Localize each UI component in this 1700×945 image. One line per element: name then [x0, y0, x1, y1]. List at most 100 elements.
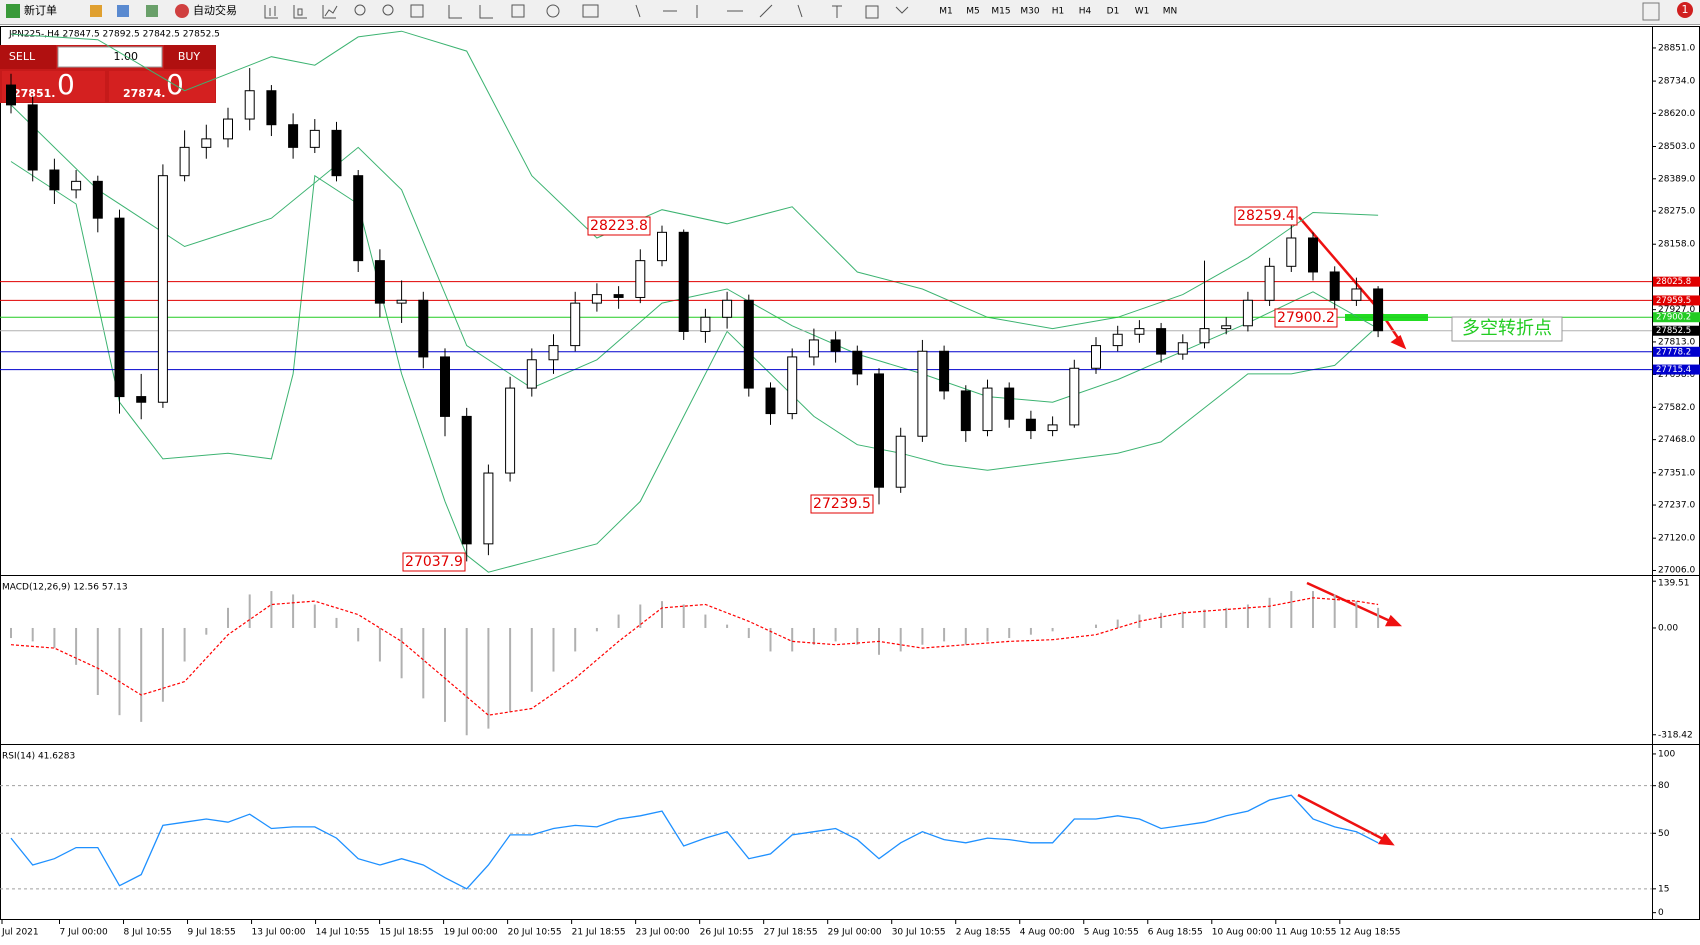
candle-body: [71, 180, 82, 191]
annotation-box: [810, 494, 874, 514]
x-tick-label: 8 Jul 10:55: [124, 928, 172, 938]
candle-body: [179, 146, 190, 177]
arrow-head: [1384, 614, 1403, 627]
x-tick-label: 26 Jul 10:55: [700, 928, 754, 938]
y-tick-label: 100: [1658, 749, 1675, 759]
candle-body: [1069, 367, 1080, 426]
candle-body: [1242, 299, 1253, 327]
candle-body: [982, 387, 993, 432]
arrow: [1297, 793, 1384, 841]
candle-body: [1329, 271, 1340, 301]
candle-body: [201, 138, 212, 148]
candle-body: [331, 129, 342, 177]
x-tick-label: 12 Aug 18:55: [1340, 928, 1401, 938]
tool-icon[interactable]: [90, 5, 102, 17]
ask-price[interactable]: 27874.: [123, 87, 165, 100]
x-tick-label: 6 Aug 18:55: [1148, 928, 1203, 938]
candle-body: [1264, 265, 1275, 301]
search-icon[interactable]: [1642, 2, 1660, 21]
candle-body: [461, 415, 472, 545]
candle-body: [635, 260, 646, 298]
chart-header: JPN225-,H4 27847.5 27892.5 27842.5 27852…: [8, 30, 220, 40]
x-tick-label: 13 Jul 00:00: [252, 928, 306, 938]
buy-label[interactable]: BUY: [178, 50, 201, 63]
bollinger-band: [10, 161, 1379, 573]
bollinger-band: [10, 104, 1379, 403]
x-tick-label: 15 Jul 18:55: [380, 928, 434, 938]
timeframe[interactable]: MN: [1163, 7, 1178, 17]
candle-body: [353, 175, 364, 262]
annotation-box: [1451, 316, 1563, 342]
y-tick-label: 28158.0: [1658, 240, 1695, 250]
x-tick-label: 30 Jul 10:55: [892, 928, 946, 938]
y-tick-label: 27120.0: [1658, 534, 1695, 544]
new-order-icon[interactable]: [6, 4, 20, 18]
annotation-box: [402, 552, 466, 572]
price-annotation: 27037.9: [405, 554, 463, 570]
y-tick-label: 28620.0: [1658, 109, 1695, 119]
candle-body: [374, 260, 385, 304]
y-tick-label: 28851.0: [1658, 43, 1695, 53]
price-level-tag: [1653, 295, 1700, 306]
annotation-box: [587, 216, 651, 236]
drawing-tools[interactable]: [264, 4, 909, 19]
bid-box[interactable]: [2, 71, 105, 102]
y-tick-label: 27006.0: [1658, 566, 1695, 576]
auto-trading[interactable]: 自动交易: [193, 3, 237, 17]
x-tick-label: 19 Jul 00:00: [444, 928, 498, 938]
candle-body: [483, 472, 494, 545]
price-level-tag: [1653, 364, 1700, 375]
y-tick-label: 27698.0: [1658, 370, 1695, 380]
price-annotation: 27239.5: [813, 496, 871, 512]
candle-body: [787, 356, 798, 415]
y-tick-label: 27468.0: [1658, 435, 1695, 445]
pivot-annotation: 多空转折点: [1462, 318, 1552, 339]
annotation-box: [1234, 206, 1298, 226]
tool-icon[interactable]: [117, 5, 129, 17]
timeframe[interactable]: M15: [991, 7, 1010, 17]
timeframe[interactable]: M5: [966, 7, 980, 17]
x-tick-label: 10 Aug 00:00: [1212, 928, 1273, 938]
arrow: [1306, 581, 1391, 623]
candle-body: [1286, 237, 1297, 267]
sell-button[interactable]: [0, 45, 56, 69]
toolbar: [0, 0, 1700, 24]
candle-body: [396, 299, 407, 304]
timeframe[interactable]: D1: [1107, 7, 1120, 17]
bid-price-big[interactable]: 0: [57, 68, 75, 101]
price-level-label: 27715.4: [1656, 365, 1691, 375]
candle-body: [765, 387, 776, 415]
price-level-tag: [1653, 325, 1700, 336]
new-order[interactable]: 新订单: [24, 3, 57, 17]
x-tick-label: Jul 2021: [1, 928, 39, 938]
price-level-label: 27852.5: [1656, 326, 1691, 336]
x-tick-label: 2 Aug 18:55: [956, 928, 1011, 938]
x-tick-label: 20 Jul 10:55: [508, 928, 562, 938]
buy-button[interactable]: [164, 45, 216, 69]
ask-box[interactable]: [109, 71, 215, 102]
timeframe[interactable]: M30: [1020, 7, 1039, 17]
timeframe[interactable]: M1: [939, 7, 953, 17]
candle-body: [700, 316, 711, 332]
tool-icon[interactable]: [146, 5, 158, 17]
x-tick-label: 23 Jul 00:00: [636, 928, 690, 938]
bid-price[interactable]: 27851.: [13, 87, 55, 100]
timeframe[interactable]: H4: [1079, 7, 1092, 17]
x-tick-label: 5 Aug 10:55: [1084, 928, 1139, 938]
price-level-label: 28025.8: [1656, 277, 1691, 287]
auto-trading-icon[interactable]: [175, 4, 189, 18]
candle-body: [1177, 342, 1188, 355]
timeframe[interactable]: W1: [1135, 7, 1150, 17]
alert-count[interactable]: 1: [1682, 3, 1689, 16]
candle-body: [505, 387, 516, 474]
candle-body: [1308, 237, 1318, 273]
candle-body: [657, 231, 667, 262]
timeframe[interactable]: H1: [1052, 7, 1065, 17]
alert-badge[interactable]: [1677, 2, 1693, 18]
candle-body: [1112, 333, 1123, 347]
y-tick-label: 15: [1658, 884, 1669, 894]
sell-label[interactable]: SELL: [9, 50, 36, 63]
x-tick-label: 11 Aug 10:55: [1276, 928, 1337, 938]
lot-input[interactable]: [57, 46, 163, 68]
